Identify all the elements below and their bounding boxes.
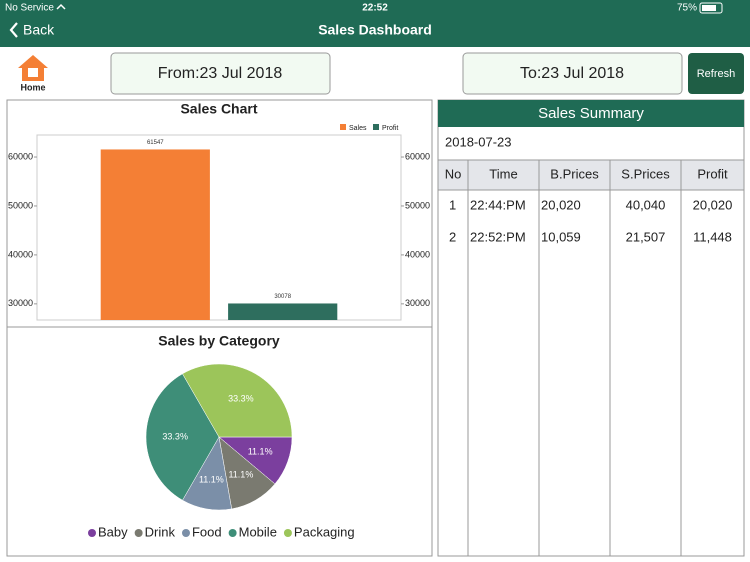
table-cell: 11,448 [693,229,732,244]
column-header: B.Prices [550,166,599,181]
slice-label: 11.1% [199,475,224,485]
back-button[interactable]: Back [9,22,55,38]
column-header: No [445,166,462,181]
y2-tick-label: 30000 [405,298,430,308]
legend-swatch [181,529,190,537]
legend-swatch [88,529,96,537]
y-tick-label: 60000 [8,151,33,161]
bar-chart-panel [6,99,433,328]
legend-swatch [283,529,292,537]
column-header: S.Prices [621,166,670,181]
table-cell: 40,040 [626,197,666,212]
home-button[interactable]: Home [18,55,48,92]
legend-label: Baby [98,524,128,539]
slice-label: 33.3% [228,393,254,403]
legend-swatch [228,529,237,537]
bar [100,149,210,320]
plot-area [36,134,402,321]
table-cell: 21,507 [626,229,666,244]
nav-title: Sales Dashboard [318,22,432,38]
home-label[interactable]: Home [20,82,45,92]
table-cell: 22:44:PM [470,197,526,212]
battery-level: 75% [677,3,697,14]
bar [228,303,338,320]
legend-swatch [134,529,143,537]
table-cell: 1 [449,197,456,212]
table-cell: 2 [449,229,456,244]
y-tick-label: 40000 [8,249,33,259]
column-header: Time [489,166,517,181]
table-cell: 20,020 [693,197,733,212]
back-chevron [9,22,18,38]
legend-label: Profit [382,125,398,132]
legend-label: Sales [349,125,367,132]
header-bar [0,0,750,47]
battery-fill [702,5,716,11]
pie-slice [182,363,293,438]
summary-date: 2018-07-23 [445,134,512,149]
y2-tick-label: 40000 [405,249,430,259]
y-tick-label: 30000 [8,298,33,308]
table-header [437,159,745,191]
legend-label: Mobile [239,524,277,539]
carrier: No Service [5,3,54,14]
legend-swatch [373,124,379,130]
from-label[interactable]: From:23 Jul 2018 [158,65,283,82]
chart-title: Sales by Category [158,333,280,349]
legend-swatch [340,124,346,130]
bar-value-label: 30078 [274,294,291,300]
clock: 22:52 [362,3,388,14]
y2-tick-label: 60000 [405,151,430,161]
wifi-icon [56,3,66,10]
refresh-label[interactable]: Refresh [697,68,736,80]
legend-label: Drink [145,524,176,539]
to-label[interactable]: To:23 Jul 2018 [520,65,624,82]
slice-label: 11.1% [248,446,273,456]
home-window [28,68,38,77]
column-header: Profit [697,166,728,181]
summary-title: Sales Summary [538,105,644,122]
from-field[interactable] [110,52,331,95]
table-cell: 22:52:PM [470,229,526,244]
legend-label: Food [192,524,222,539]
y-tick-label: 50000 [8,200,33,210]
y2-tick-label: 50000 [405,200,430,210]
back-label[interactable]: Back [23,22,55,38]
table-cell: 20,020 [541,197,581,212]
battery-icon [699,2,723,14]
to-field[interactable] [462,52,683,95]
summary-header [438,100,744,127]
legend-label: Packaging [294,524,355,539]
slice-label: 33.3% [162,431,188,441]
slice-label: 11.1% [228,469,253,479]
chart-title: Sales Chart [180,101,257,117]
bar-value-label: 61547 [147,140,164,146]
table-cell: 10,059 [541,229,581,244]
refresh-button[interactable] [688,53,744,94]
